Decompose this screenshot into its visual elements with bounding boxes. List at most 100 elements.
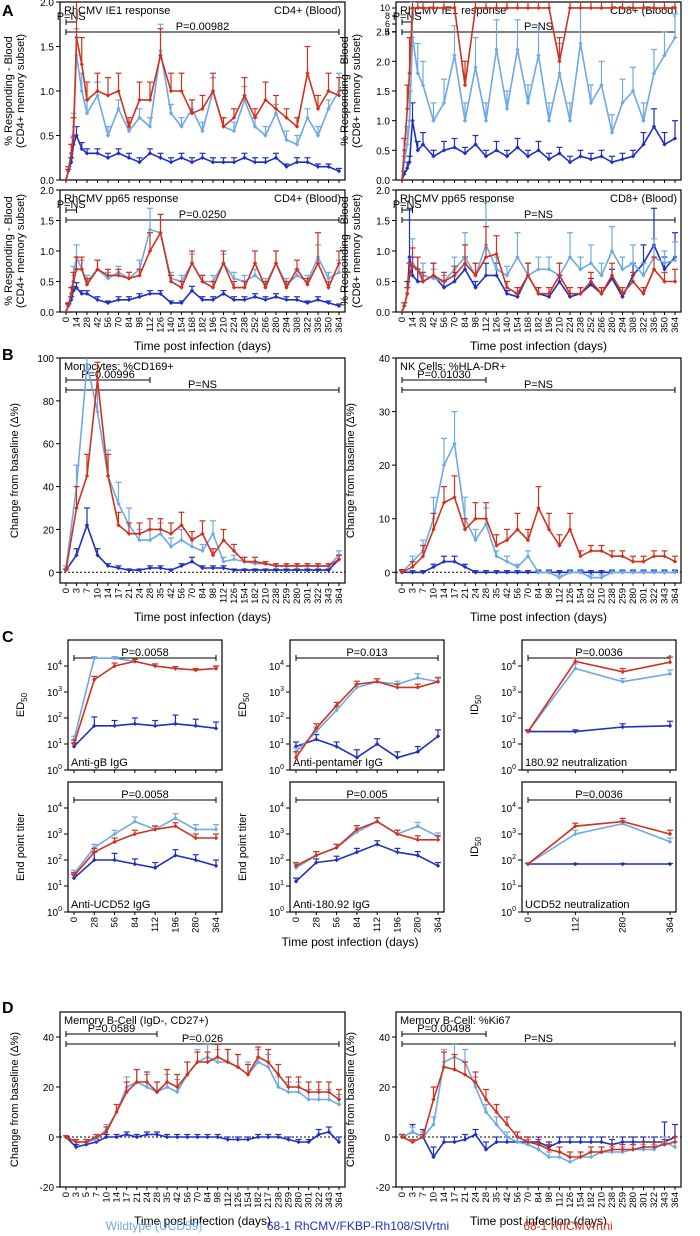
data-point	[578, 554, 583, 559]
y-tick-label: 40	[43, 483, 55, 494]
data-point	[431, 118, 436, 123]
data-point	[431, 564, 436, 570]
data-point	[71, 744, 77, 749]
y-axis-label-main: ED	[237, 702, 249, 717]
x-tick-label: 294	[618, 317, 629, 333]
data-point	[79, 267, 84, 272]
data-point	[231, 557, 237, 562]
data-point	[620, 679, 625, 684]
data-point	[567, 254, 573, 260]
x-tick-label: 280	[628, 1192, 639, 1208]
data-point	[154, 1132, 160, 1137]
data-point	[134, 1079, 139, 1085]
x-tick-label: 259	[618, 1192, 629, 1208]
chart-title: Memory B-Cell (IgD-, CD27+)	[64, 1015, 209, 1027]
data-point	[158, 291, 163, 296]
data-point	[69, 151, 74, 156]
y-tick-label: 0	[48, 568, 54, 579]
x-tick-label: 168	[523, 317, 534, 333]
x-tick-label: 210	[597, 588, 608, 604]
series-line	[295, 843, 439, 882]
data-point	[641, 5, 646, 11]
series-68-1-rhcmv-rtni	[399, 226, 678, 312]
data-point	[336, 1139, 342, 1145]
data-point	[672, 257, 678, 263]
data-point	[557, 151, 562, 156]
x-tick-label: 154	[576, 1192, 587, 1208]
data-point	[94, 1137, 99, 1142]
series-68-1-rhcmv-rtni	[399, 475, 678, 575]
series-group	[63, 207, 342, 312]
y-tick-exponent: 4	[280, 802, 284, 809]
data-point	[494, 570, 499, 575]
data-point	[294, 124, 300, 129]
data-point	[609, 130, 615, 135]
data-point	[667, 831, 673, 837]
data-point	[305, 71, 310, 76]
x-tick-label: 7	[418, 1192, 429, 1197]
data-point	[415, 267, 420, 272]
data-point	[137, 97, 142, 103]
data-point	[126, 276, 132, 281]
x-tick-label: 252	[586, 317, 597, 333]
x-tick-label: 10	[101, 1192, 112, 1203]
data-point	[205, 1059, 210, 1065]
data-point	[588, 548, 594, 554]
data-point	[515, 527, 520, 532]
data-point	[462, 267, 468, 272]
y-axis-label-line: (CD8+ memory subset)	[351, 34, 363, 148]
data-point	[599, 82, 604, 88]
data-point	[79, 62, 84, 67]
data-point	[536, 267, 541, 272]
y-tick-label: 80	[43, 397, 55, 408]
x-tick-label: 24	[471, 588, 482, 599]
data-point	[66, 303, 71, 309]
data-point	[252, 115, 258, 120]
data-point	[573, 831, 578, 837]
data-point	[286, 1089, 291, 1095]
data-point	[504, 5, 510, 11]
data-point	[105, 155, 111, 160]
data-point	[326, 1129, 332, 1135]
data-point	[94, 1134, 99, 1140]
data-point	[185, 1072, 190, 1077]
chart-footer-label: Anti-pentamer IgG	[293, 757, 383, 769]
x-tick-label: 126	[229, 588, 240, 604]
data-point	[494, 148, 499, 153]
data-point	[152, 827, 158, 832]
y-tick-label: 102	[47, 854, 62, 867]
data-point	[210, 297, 216, 302]
data-point	[557, 59, 562, 64]
x-tick-label: 182	[253, 1192, 264, 1208]
data-point	[557, 575, 562, 580]
data-point	[578, 1154, 583, 1160]
data-point	[435, 733, 441, 739]
data-point	[667, 861, 673, 867]
y-tick-label: 103	[501, 828, 516, 841]
data-point	[410, 273, 415, 278]
data-point	[525, 5, 531, 11]
data-point	[578, 154, 583, 159]
data-point	[168, 531, 174, 536]
data-point	[152, 723, 158, 729]
data-point	[334, 707, 339, 713]
data-point	[525, 537, 531, 543]
data-point	[415, 675, 420, 681]
x-tick-label: 7	[91, 1192, 102, 1197]
data-point	[132, 721, 138, 726]
data-point	[168, 300, 174, 306]
x-tick-label: 112	[223, 1192, 234, 1207]
x-tick-label: 0	[61, 588, 72, 593]
data-point	[374, 679, 380, 684]
data-point	[452, 1067, 457, 1072]
y-tick-label: 0.0	[376, 176, 390, 187]
series-68-1-rhcmv-fkbp-rh108-sivrtni	[525, 720, 673, 734]
y-tick-label: 103	[501, 686, 516, 699]
data-point	[213, 827, 219, 832]
data-point	[315, 563, 321, 569]
series-68-1-rhcmv-rtni	[293, 677, 441, 760]
